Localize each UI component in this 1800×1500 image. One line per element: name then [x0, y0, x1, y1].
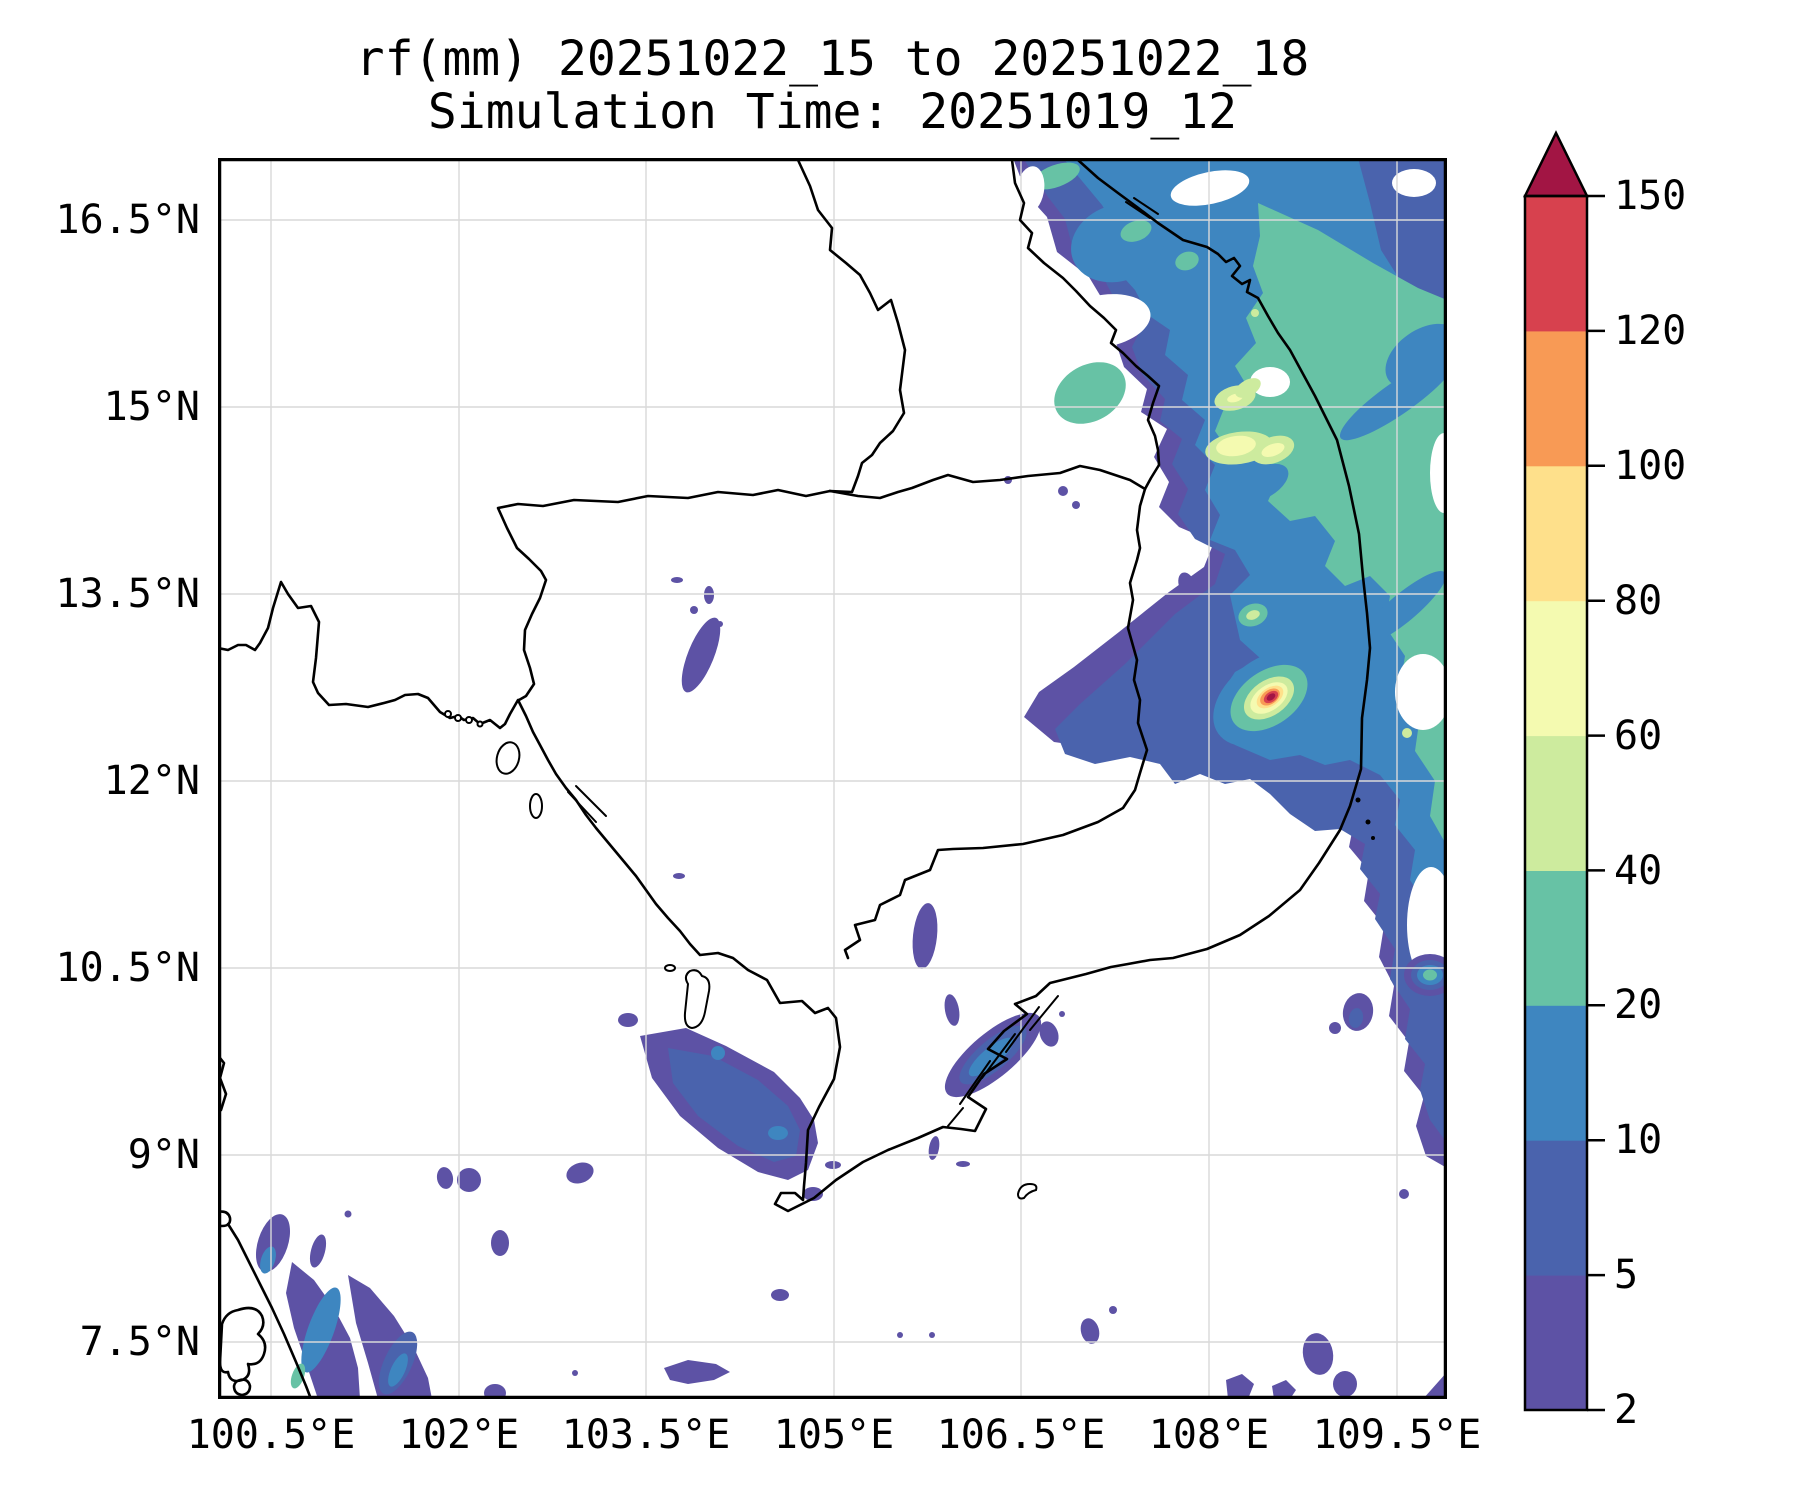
- cambodia-cells: [671, 577, 723, 693]
- mekong-estuary-inlets: [947, 995, 1059, 1127]
- ytick-12n: 12°N: [103, 758, 200, 804]
- islands: [444, 710, 1375, 1200]
- gulf-islet: [465, 716, 473, 724]
- coastal-islet: [1365, 819, 1371, 825]
- cbtick-40: 40: [1614, 848, 1663, 894]
- cbtick-2: 2: [1614, 1387, 1639, 1433]
- laos-vietnam-border: [1010, 158, 1161, 491]
- ytick-9n: 9°N: [127, 1132, 200, 1178]
- gulf-islet: [444, 710, 452, 718]
- south-edge-cells: [897, 1306, 1447, 1399]
- cbtick-80: 80: [1614, 578, 1663, 624]
- cbtick-150: 150: [1614, 173, 1687, 219]
- koh-chang-island: [495, 741, 521, 775]
- koh-kong-island: [529, 793, 543, 819]
- cbtick-120: 120: [1614, 308, 1687, 354]
- cbtick-10: 10: [1614, 1117, 1663, 1163]
- xtick-109-5e: 109.5°E: [1312, 1412, 1482, 1458]
- cbtick-5: 5: [1614, 1252, 1639, 1298]
- colorbar: [1522, 130, 1605, 1412]
- chart-subtitle: Simulation Time: 20251019_12: [427, 84, 1238, 140]
- coastlines-borders: [218, 158, 1375, 1399]
- songkhla-lake-outline: [218, 1306, 267, 1397]
- rain-free-gaps: [1015, 166, 1447, 983]
- cbtick-100: 100: [1614, 443, 1687, 489]
- xtick-102e: 102°E: [398, 1412, 520, 1458]
- cambodia-vietnam-border: [828, 464, 1149, 960]
- rainfall-map: [218, 158, 1447, 1399]
- xtick-108e: 108°E: [1148, 1412, 1270, 1458]
- xtick-105e: 105°E: [773, 1412, 895, 1458]
- gulf-showers: [255, 1162, 789, 1399]
- highlands-maximum: [1205, 309, 1295, 465]
- indochina-coastline: [218, 158, 1372, 1213]
- gulf-islet: [454, 714, 462, 722]
- thai-peninsula-coastline-south: [218, 1210, 313, 1399]
- kep-islet: [664, 964, 676, 972]
- ytick-16-5n: 16.5°N: [55, 197, 201, 243]
- xtick-103-5e: 103.5°E: [561, 1412, 731, 1458]
- thailand-laos-cambodia-border: [496, 158, 907, 702]
- gulf-islet: [476, 720, 484, 728]
- coastal-islet: [1355, 797, 1361, 803]
- camau-offshore-band: [618, 1013, 841, 1201]
- cbtick-20: 20: [1614, 982, 1663, 1028]
- cbtick-60: 60: [1614, 713, 1663, 759]
- chart-title: rf(mm) 20251022_15 to 20251022_18: [355, 31, 1310, 87]
- ytick-13-5n: 13.5°N: [55, 571, 201, 617]
- coastal-lagoon-marks: [1125, 197, 1159, 219]
- xtick-106-5e: 106.5°E: [936, 1412, 1106, 1458]
- coastal-islet: [1371, 836, 1375, 840]
- ytick-10-5n: 10.5°N: [55, 945, 201, 991]
- colorbar-ticks: [1587, 194, 1605, 1412]
- colorbar-extend-arrow: [1522, 130, 1590, 198]
- colorbar-outline: [1523, 194, 1589, 1412]
- xtick-100-5e: 100.5°E: [186, 1412, 356, 1458]
- ytick-15n: 15°N: [103, 384, 200, 430]
- rain-contour-fills: [255, 158, 1447, 1399]
- colorbar-segments: [1522, 130, 1590, 1411]
- ytick-7-5n: 7.5°N: [79, 1319, 200, 1365]
- map-frame: [218, 158, 1447, 1399]
- intense-cell-bullseye: [1213, 649, 1325, 747]
- phu-quoc-island: [683, 969, 711, 1030]
- con-dao-island: [1016, 1182, 1038, 1200]
- cambodia-coast-inlets: [567, 785, 607, 823]
